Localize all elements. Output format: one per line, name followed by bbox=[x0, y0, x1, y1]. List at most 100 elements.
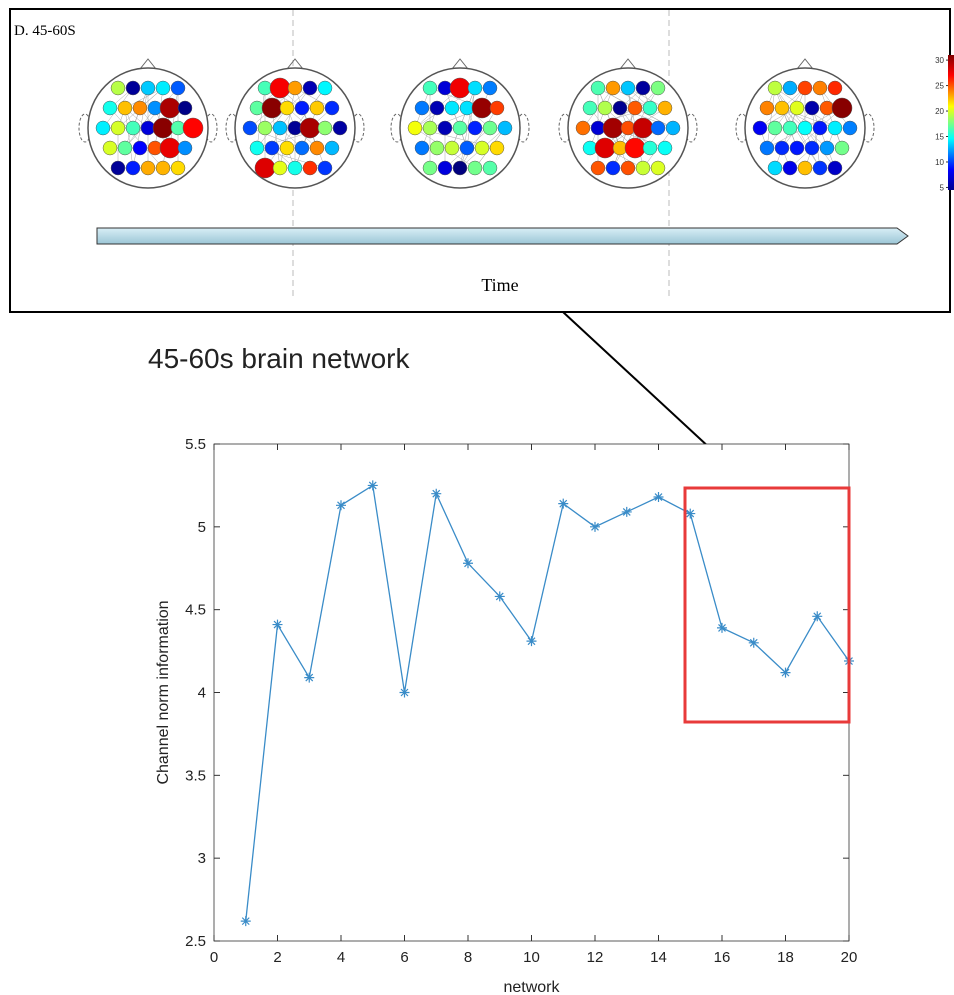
panel-label: D. 45-60S bbox=[14, 23, 76, 39]
node bbox=[636, 161, 650, 175]
caption: 45-60s brain network bbox=[148, 343, 410, 374]
node bbox=[490, 101, 504, 115]
node bbox=[643, 141, 657, 155]
node bbox=[768, 161, 782, 175]
node bbox=[591, 81, 605, 95]
node bbox=[103, 141, 117, 155]
y-tick-label: 2.5 bbox=[185, 933, 206, 950]
data-point bbox=[781, 668, 791, 678]
node bbox=[798, 121, 812, 135]
data-point bbox=[622, 507, 632, 517]
node bbox=[598, 101, 612, 115]
node bbox=[300, 118, 320, 138]
node bbox=[651, 121, 665, 135]
node bbox=[453, 121, 467, 135]
y-tick-label: 5 bbox=[198, 519, 206, 536]
node bbox=[753, 121, 767, 135]
node bbox=[775, 141, 789, 155]
node bbox=[133, 141, 147, 155]
node bbox=[171, 161, 185, 175]
y-tick-label: 5.5 bbox=[185, 436, 206, 453]
node bbox=[178, 101, 192, 115]
node bbox=[318, 81, 332, 95]
node bbox=[651, 161, 665, 175]
node bbox=[408, 121, 422, 135]
data-point bbox=[304, 673, 314, 683]
x-tick-label: 12 bbox=[587, 949, 604, 966]
x-tick-label: 0 bbox=[210, 949, 218, 966]
node bbox=[832, 98, 852, 118]
node bbox=[445, 101, 459, 115]
node bbox=[438, 121, 452, 135]
node bbox=[183, 118, 203, 138]
node bbox=[828, 161, 842, 175]
node bbox=[103, 101, 117, 115]
data-point bbox=[336, 500, 346, 510]
node bbox=[258, 121, 272, 135]
x-tick-label: 8 bbox=[464, 949, 472, 966]
data-point bbox=[558, 499, 568, 509]
node bbox=[625, 138, 645, 158]
colorbar-scale bbox=[948, 55, 954, 190]
data-point bbox=[273, 620, 283, 630]
data-point bbox=[495, 591, 505, 601]
data-point bbox=[400, 688, 410, 698]
time-label: Time bbox=[481, 275, 518, 295]
node bbox=[178, 141, 192, 155]
node bbox=[666, 121, 680, 135]
node bbox=[490, 141, 504, 155]
node bbox=[171, 81, 185, 95]
node bbox=[498, 121, 512, 135]
node bbox=[760, 141, 774, 155]
node bbox=[118, 141, 132, 155]
node bbox=[613, 101, 627, 115]
node bbox=[783, 81, 797, 95]
data-point bbox=[241, 916, 251, 926]
data-point bbox=[812, 611, 822, 621]
node bbox=[156, 161, 170, 175]
node bbox=[606, 81, 620, 95]
node bbox=[310, 101, 324, 115]
node bbox=[828, 81, 842, 95]
node bbox=[468, 81, 482, 95]
node bbox=[658, 101, 672, 115]
node bbox=[250, 141, 264, 155]
data-point bbox=[590, 522, 600, 532]
node bbox=[468, 121, 482, 135]
node bbox=[415, 101, 429, 115]
colorbar-tick-label: 20 bbox=[935, 107, 944, 116]
x-tick-label: 10 bbox=[523, 949, 540, 966]
node bbox=[273, 161, 287, 175]
node bbox=[460, 141, 474, 155]
node bbox=[483, 81, 497, 95]
node bbox=[303, 161, 317, 175]
node bbox=[160, 138, 180, 158]
x-tick-label: 18 bbox=[777, 949, 794, 966]
y-axis-label: Channel norm information bbox=[155, 600, 172, 784]
y-tick-label: 4 bbox=[198, 685, 206, 702]
x-axis-label: network bbox=[503, 979, 560, 995]
time-arrow bbox=[97, 228, 908, 244]
node bbox=[760, 101, 774, 115]
page: D. 45-60S Time 51015202530 45-60s brain … bbox=[0, 0, 954, 995]
node bbox=[595, 138, 615, 158]
data-point bbox=[685, 509, 695, 519]
node bbox=[118, 101, 132, 115]
node bbox=[658, 141, 672, 155]
node bbox=[111, 161, 125, 175]
x-tick-label: 14 bbox=[650, 949, 667, 966]
node bbox=[141, 161, 155, 175]
node bbox=[603, 118, 623, 138]
node bbox=[790, 141, 804, 155]
node bbox=[262, 98, 282, 118]
x-tick-label: 2 bbox=[273, 949, 281, 966]
x-tick-label: 20 bbox=[841, 949, 858, 966]
node bbox=[160, 98, 180, 118]
node bbox=[805, 101, 819, 115]
node bbox=[288, 81, 302, 95]
node bbox=[111, 121, 125, 135]
node bbox=[156, 81, 170, 95]
node bbox=[265, 141, 279, 155]
node bbox=[288, 161, 302, 175]
node bbox=[468, 161, 482, 175]
